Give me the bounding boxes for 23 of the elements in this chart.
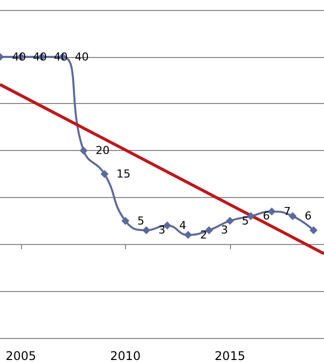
x-tick-label: 2015 <box>214 349 246 362</box>
point <box>100 170 109 178</box>
point <box>205 226 214 234</box>
data-label: 3 <box>221 224 228 237</box>
data-label: 20 <box>96 144 110 158</box>
data-label: 6 <box>304 210 312 223</box>
point <box>142 226 150 234</box>
point <box>226 216 234 225</box>
x-tick-label: 2010 <box>110 349 141 362</box>
data-label: 40 <box>74 50 89 64</box>
data-label: 4 <box>179 219 186 232</box>
point <box>288 212 297 220</box>
point <box>121 216 130 225</box>
point <box>80 146 88 155</box>
data-label: 5 <box>242 214 249 228</box>
point <box>184 230 192 239</box>
point <box>310 226 318 234</box>
data-label: 5 <box>137 214 144 228</box>
data-label: 15 <box>116 168 131 180</box>
data-label: 6 <box>262 210 270 223</box>
data-label: 3 <box>158 224 166 237</box>
x-tick-label: 2005 <box>6 349 36 362</box>
point <box>246 212 255 220</box>
